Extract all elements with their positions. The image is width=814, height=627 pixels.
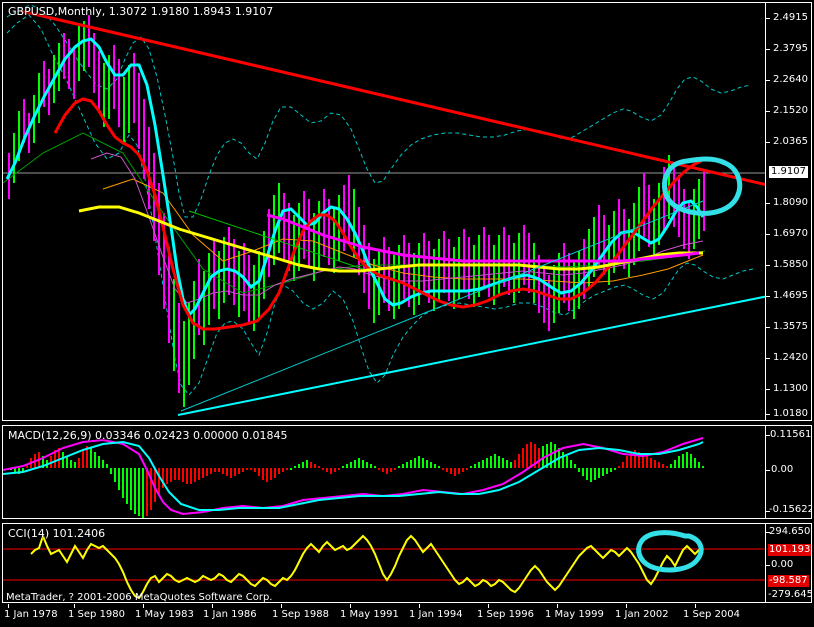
price-plot-area[interactable]	[3, 3, 811, 420]
macd-main-line	[3, 437, 704, 516]
price-axis[interactable]: 2.4915 2.3795 2.2640 2.1520 2.0365 1.809…	[765, 3, 811, 420]
cci-axis-label: -279.645	[768, 589, 812, 600]
date-axis-label: 1 May 1999	[545, 609, 604, 620]
date-axis[interactable]: 1 Jan 1978 1 Sep 1980 1 May 1983 1 Jan 1…	[2, 604, 812, 627]
ma-green-slow	[3, 132, 706, 294]
copyright-notice: MetaTrader, ? 2001-2006 MetaQuotes Softw…	[6, 592, 273, 603]
price-axis-label: 1.2420	[773, 352, 808, 363]
macd-axis-label: 0.11561	[770, 429, 812, 440]
price-axis-label: 2.0365	[773, 136, 808, 147]
date-axis-label: 1 Sep 2004	[683, 609, 741, 620]
ma-orange	[102, 178, 704, 284]
cci-lower-level-tag: -98.587	[768, 575, 809, 587]
date-axis-label: 1 Sep 1996	[477, 609, 535, 620]
cci-circle-annotation	[636, 530, 704, 573]
price-axis-label: 1.6970	[773, 228, 808, 239]
price-axis-label: 2.1520	[773, 105, 808, 116]
price-plot-svg	[3, 3, 811, 420]
chart-title: GBPUSD,Monthly, 1.3072 1.9180 1.8943 1.9…	[8, 5, 274, 18]
cci-plot-area[interactable]	[3, 524, 811, 602]
price-axis-label: 2.3795	[773, 43, 808, 54]
cci-axis-label: 0.00	[771, 559, 794, 570]
price-axis-label: 1.0180	[773, 408, 808, 419]
cci-line	[30, 533, 704, 600]
support-trendline	[177, 290, 794, 416]
cci-axis[interactable]: 294.6502 101.193 0.00 -98.587 -279.645	[765, 524, 811, 602]
price-axis-label: 1.1300	[773, 383, 808, 394]
macd-axis-label: 0.00	[771, 464, 794, 475]
cci-indicator-panel[interactable]: 294.6502 101.193 0.00 -98.587 -279.645 C…	[2, 523, 812, 603]
ma-cyan-fast	[5, 37, 705, 318]
resistance-trendline	[20, 9, 794, 193]
macd-header: MACD(12,26,9) 0.03346 0.02423 0.00000 0.…	[8, 429, 288, 442]
green-trendline	[188, 210, 364, 270]
macd-indicator-panel[interactable]: 0.11561 0.00 -0.15622 MACD(12,26,9) 0.03…	[2, 425, 812, 519]
ma-magenta-thick	[266, 213, 700, 263]
date-axis-label: 1 Sep 1988	[272, 609, 330, 620]
cci-header: CCI(14) 101.2406	[8, 527, 106, 540]
macd-axis[interactable]: 0.11561 0.00 -0.15622	[765, 426, 811, 518]
price-axis-label: 1.3575	[773, 321, 808, 332]
date-axis-label: 1 Jan 1978	[4, 609, 58, 620]
cci-upper-level-tag: 101.193	[768, 544, 811, 556]
inner-trendline	[180, 200, 704, 412]
price-axis-label: 1.5850	[773, 259, 808, 270]
date-axis-label: 1 May 1991	[340, 609, 399, 620]
macd-plot-svg	[3, 426, 811, 518]
current-price-tag: 1.9107	[769, 166, 808, 178]
macd-signal-line	[3, 440, 704, 511]
date-axis-label: 1 Jan 1986	[203, 609, 257, 620]
price-circle-annotation	[662, 156, 743, 216]
date-axis-label: 1 Sep 1980	[68, 609, 126, 620]
ma-magenta-thin	[90, 152, 704, 304]
date-axis-label: 1 May 1983	[135, 609, 194, 620]
price-axis-label: 1.8090	[773, 197, 808, 208]
macd-axis-label: -0.15622	[769, 504, 812, 515]
price-axis-label: 2.4915	[773, 12, 808, 23]
ma-red-thick	[53, 97, 702, 331]
ma-yellow	[78, 205, 703, 273]
date-axis-label: 1 Jan 1994	[409, 609, 463, 620]
macd-plot-area[interactable]	[3, 426, 811, 518]
price-axis-label: 2.2640	[773, 74, 808, 85]
cci-axis-label: 294.6502	[769, 526, 812, 537]
date-axis-label: 1 Jan 2002	[615, 609, 669, 620]
price-axis-label: 1.4695	[773, 290, 808, 301]
cci-plot-svg	[3, 524, 811, 602]
bollinger-upper-band	[6, 4, 752, 218]
price-chart-panel[interactable]: 2.4915 2.3795 2.2640 2.1520 2.0365 1.809…	[2, 2, 812, 421]
